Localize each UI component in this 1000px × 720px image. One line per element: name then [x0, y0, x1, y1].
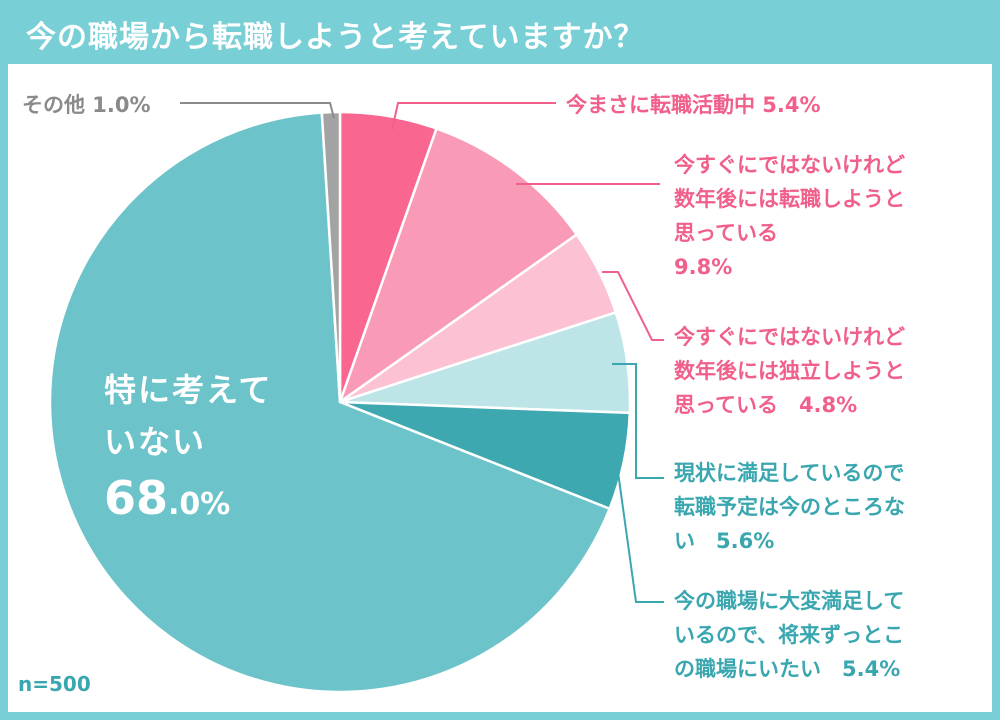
leader-line-active [391, 102, 556, 131]
label-other: その他 1.0% [22, 93, 151, 117]
sample-size-note: n=500 [18, 672, 91, 696]
pie-slice-2 [338, 127, 578, 404]
header-bar: 今の職場から転職しようと考えていますか？ [0, 0, 1000, 64]
pie-slice-7 [320, 110, 342, 404]
label-very-satisfied: 今の職場に大変満足して いるので、将来ずっとこ の職場にいたい 5.4% [674, 589, 905, 681]
leader-line-very-satisfied [617, 471, 664, 603]
label-future-independence: 今すぐにではないけれど 数年後には独立しようと 思っている 4.8% [674, 325, 905, 417]
leader-line-future-independence [602, 271, 664, 341]
label-future-job-change: 今すぐにではないけれど 数年後には転職しようと 思っている 9.8% [674, 153, 905, 279]
label-not-thinking: 特に考えて いない 68.0% [104, 371, 273, 525]
pie-slices [48, 110, 632, 694]
chart-title: 今の職場から転職しようと考えていますか？ [26, 20, 645, 55]
leader-lines [180, 102, 664, 603]
leader-line-satisfied [612, 363, 664, 479]
pie-slice-6 [48, 111, 611, 694]
label-active: 今まさに転職活動中 5.4% [566, 93, 821, 117]
leader-line-other [180, 102, 335, 119]
label-satisfied-no-plan: 現状に満足しているので 転職予定は今のところな い 5.6% [674, 461, 905, 553]
